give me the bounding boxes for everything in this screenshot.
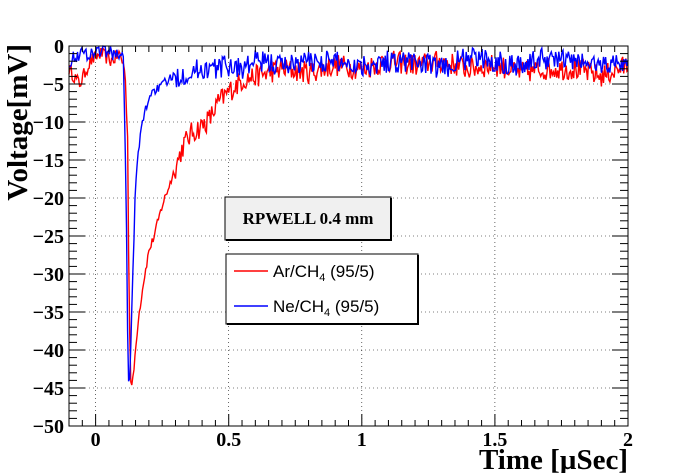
y-tick-label: −15 xyxy=(33,150,64,172)
tick-marks xyxy=(68,45,629,427)
x-tick-label: 1 xyxy=(357,429,367,451)
y-tick-label: −20 xyxy=(33,188,64,210)
annotation-box: RPWELL 0.4 mm xyxy=(224,196,392,241)
x-tick-label: 2 xyxy=(623,429,633,451)
x-tick-labels: 0 0.5 1 1.5 2 xyxy=(91,429,633,451)
y-tick-labels: 0 −5 −10 −15 −20 −25 −30 −35 −40 −45 −50 xyxy=(33,36,64,438)
x-tick-label: 1.5 xyxy=(482,429,507,451)
y-tick-label: −25 xyxy=(33,226,64,248)
legend: Ar/CH4 (95/5) Ne/CH4 (95/5) xyxy=(225,253,419,325)
x-tick-label: 0 xyxy=(91,429,101,451)
y-tick-label: −50 xyxy=(33,416,64,438)
y-tick-label: −10 xyxy=(33,112,64,134)
annotation-text: RPWELL 0.4 mm xyxy=(243,209,374,228)
legend-label-ne-ch4: Ne/CH4 (95/5) xyxy=(273,297,379,319)
y-axis-title: Voltage[mV] xyxy=(2,44,34,201)
series-group xyxy=(68,45,629,386)
x-axis-title: Time [µSec] xyxy=(479,444,628,473)
y-tick-label: −45 xyxy=(33,378,64,400)
y-tick-label: −40 xyxy=(33,340,64,362)
x-tick-label: 0.5 xyxy=(216,429,241,451)
y-tick-label: −30 xyxy=(33,264,64,286)
y-tick-label: 0 xyxy=(54,36,64,58)
y-tick-label: −35 xyxy=(33,302,64,324)
legend-label-ar-ch4: Ar/CH4 (95/5) xyxy=(273,262,375,284)
series-line-ne-ch4 xyxy=(68,45,629,382)
y-tick-label: −5 xyxy=(43,74,64,96)
